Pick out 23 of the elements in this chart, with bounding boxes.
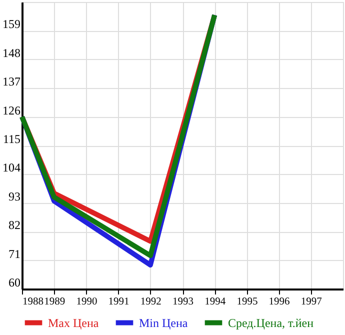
x-tick-label: 1995 xyxy=(236,296,258,308)
y-tick-label: 126 xyxy=(2,103,20,118)
y-tick-label: 137 xyxy=(2,74,20,89)
y-tick-label: 159 xyxy=(2,17,20,32)
x-tick-label: 1989 xyxy=(44,296,66,308)
legend-label: Сред.Цена, т.йен xyxy=(228,316,314,330)
legend-label: Min Цена xyxy=(139,316,188,330)
x-tick-label: 1992 xyxy=(140,296,162,308)
y-tick-label: 148 xyxy=(2,46,20,60)
x-tick-label: 1997 xyxy=(300,296,322,308)
y-tick-label: 104 xyxy=(2,160,20,175)
legend-label: Max Цена xyxy=(48,316,100,330)
x-tick-label: 1994 xyxy=(204,296,226,308)
x-tick-label: 1988 xyxy=(22,296,44,308)
x-tick-label: 1990 xyxy=(76,296,98,308)
y-tick-label: 60 xyxy=(8,276,20,290)
y-tick-label: 71 xyxy=(8,246,20,261)
x-tick-label: 1993 xyxy=(172,296,194,308)
y-tick-label: 82 xyxy=(8,218,20,232)
y-tick-label: 115 xyxy=(2,132,20,146)
y-tick-label: 93 xyxy=(8,189,20,204)
x-tick-label: 1991 xyxy=(108,296,130,308)
x-tick-label: 1996 xyxy=(268,296,290,308)
